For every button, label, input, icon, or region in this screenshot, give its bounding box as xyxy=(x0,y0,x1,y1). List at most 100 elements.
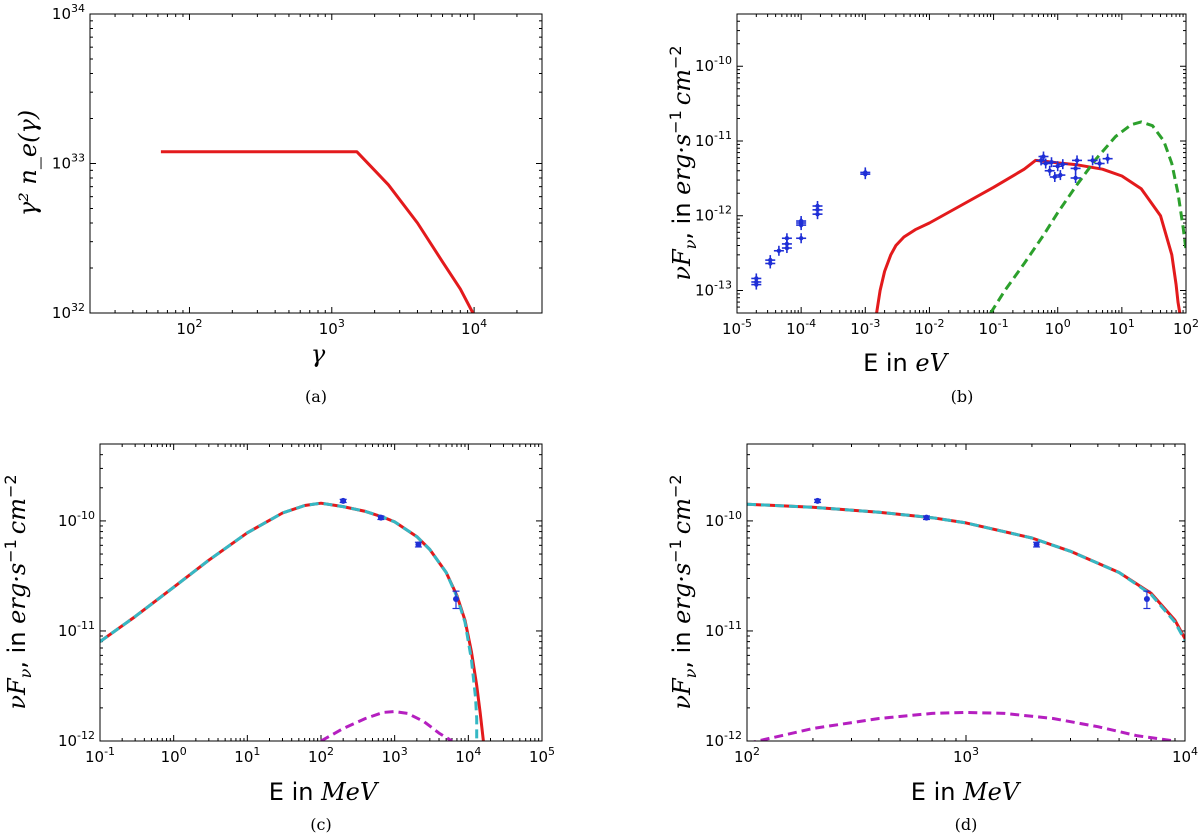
data-point xyxy=(796,233,807,244)
point-marker xyxy=(1055,164,1060,169)
x-axis-title: E in MeV xyxy=(911,778,1022,806)
y-axis-title: νFν, in erg·s−1cm−2 xyxy=(666,45,700,280)
x-tick-label: 102 xyxy=(308,745,334,766)
point-marker xyxy=(340,497,347,504)
data-point xyxy=(1046,157,1057,168)
data-point xyxy=(1057,159,1068,170)
x-tick-label: 104 xyxy=(1172,745,1198,766)
point-marker xyxy=(1041,154,1046,159)
panel-caption: (d) xyxy=(955,815,978,834)
x-tick-label: 100 xyxy=(1045,317,1071,338)
panel-b: 10-5 10-4 10-3 10-2 10-1 100 101 102 10-13 10-12 1… xyxy=(666,13,1199,406)
point-marker xyxy=(415,541,422,548)
point-marker xyxy=(1060,161,1065,167)
point-marker xyxy=(1033,541,1040,548)
y-tick-label: 10-12 xyxy=(58,729,95,750)
data-point xyxy=(1055,170,1066,181)
point-marker xyxy=(1143,596,1150,603)
x-tick-label: 102 xyxy=(734,745,760,766)
axes-frame xyxy=(99,443,543,742)
axes-frame xyxy=(736,13,1187,314)
x-tick-label: 103 xyxy=(953,745,979,766)
x-tick-label: 104 xyxy=(461,317,487,338)
x-tick-label: 104 xyxy=(455,745,481,766)
point-marker xyxy=(1073,166,1078,171)
panel-caption: (b) xyxy=(951,387,974,406)
series-line-model-component xyxy=(747,502,1185,642)
point-marker xyxy=(1049,160,1054,165)
data-point xyxy=(860,167,871,178)
panel-a: 102 103 104 1032 1033 1034 γ γ² n_e(γ) (a) xyxy=(14,2,543,406)
x-tick-label: 102 xyxy=(176,317,202,338)
minor-ticks xyxy=(90,14,542,313)
point-marker xyxy=(798,218,804,224)
x-axis-title: E in eV xyxy=(863,349,950,377)
data-point xyxy=(1070,163,1081,174)
minor-ticks xyxy=(747,444,1185,741)
series-line-electron-spectrum xyxy=(160,150,475,313)
x-tick-label: 10-1 xyxy=(979,317,1009,338)
y-tick-label: 10-11 xyxy=(58,619,95,640)
y-axis-title: νFν, in erg·s−1cm−2 xyxy=(666,474,700,709)
x-axis-title: γ xyxy=(311,340,326,368)
series-line-inverse-Compton xyxy=(989,120,1186,313)
x-tick-label: 103 xyxy=(382,745,408,766)
panel-caption: (c) xyxy=(310,815,331,834)
point-marker xyxy=(798,236,804,241)
data-point xyxy=(796,216,807,227)
series-line-synchrotron xyxy=(875,158,1182,313)
plot-area xyxy=(160,150,475,313)
point-marker xyxy=(754,282,759,287)
data-point xyxy=(751,279,762,290)
panel-c: 10-1 100 101 102 103 104 105 10-12 10-11 10-10 E i… xyxy=(1,443,555,834)
series-line-total-model xyxy=(100,501,485,741)
data-point xyxy=(1033,541,1041,548)
data-point xyxy=(781,233,792,244)
x-tick-label: 101 xyxy=(234,745,260,766)
y-tick-label: 1033 xyxy=(52,152,85,173)
point-marker xyxy=(452,596,459,603)
y-tick-label: 10-13 xyxy=(695,278,732,299)
point-marker xyxy=(754,276,759,281)
data-point xyxy=(1049,171,1060,182)
data-point xyxy=(339,497,347,504)
y-axis-title: γ² n_e(γ) xyxy=(14,110,42,216)
data-point xyxy=(1087,155,1098,166)
data-point xyxy=(1102,153,1113,164)
x-tick-label: 105 xyxy=(529,745,555,766)
x-tick-label: 10-3 xyxy=(850,317,880,338)
x-axis-title: E in MeV xyxy=(269,778,380,806)
point-marker xyxy=(768,257,773,263)
point-marker xyxy=(1052,174,1057,180)
y-tick-label: 10-10 xyxy=(58,509,95,530)
point-marker xyxy=(1097,161,1102,166)
data-point xyxy=(773,245,784,256)
x-tick-label: 10-1 xyxy=(85,745,115,766)
data-point xyxy=(1038,151,1049,162)
y-axis-title: νFν, in erg·s−1cm−2 xyxy=(1,474,35,709)
series-line-model-component xyxy=(100,501,479,741)
y-tick-label: 10-10 xyxy=(705,509,742,530)
point-marker xyxy=(1058,172,1063,178)
data-point xyxy=(414,541,422,548)
point-marker xyxy=(784,236,790,241)
point-marker xyxy=(1074,158,1080,163)
data-point xyxy=(452,590,460,610)
y-tick-label: 1032 xyxy=(52,301,85,322)
point-marker xyxy=(923,514,930,521)
series-line-secondary-component xyxy=(751,710,1176,741)
point-marker xyxy=(784,241,790,247)
x-tick-label: 101 xyxy=(1109,317,1135,338)
data-point xyxy=(814,497,822,504)
data-point xyxy=(765,255,776,266)
x-tick-label: 10-4 xyxy=(786,317,816,338)
x-tick-label: 10-5 xyxy=(722,317,752,338)
panel-caption: (a) xyxy=(305,387,327,406)
data-point xyxy=(1143,590,1151,610)
data-point xyxy=(922,514,930,521)
x-tick-label: 10-2 xyxy=(914,317,944,338)
x-tick-label: 100 xyxy=(161,745,187,766)
data-point xyxy=(377,514,385,521)
data-point xyxy=(1094,158,1105,169)
